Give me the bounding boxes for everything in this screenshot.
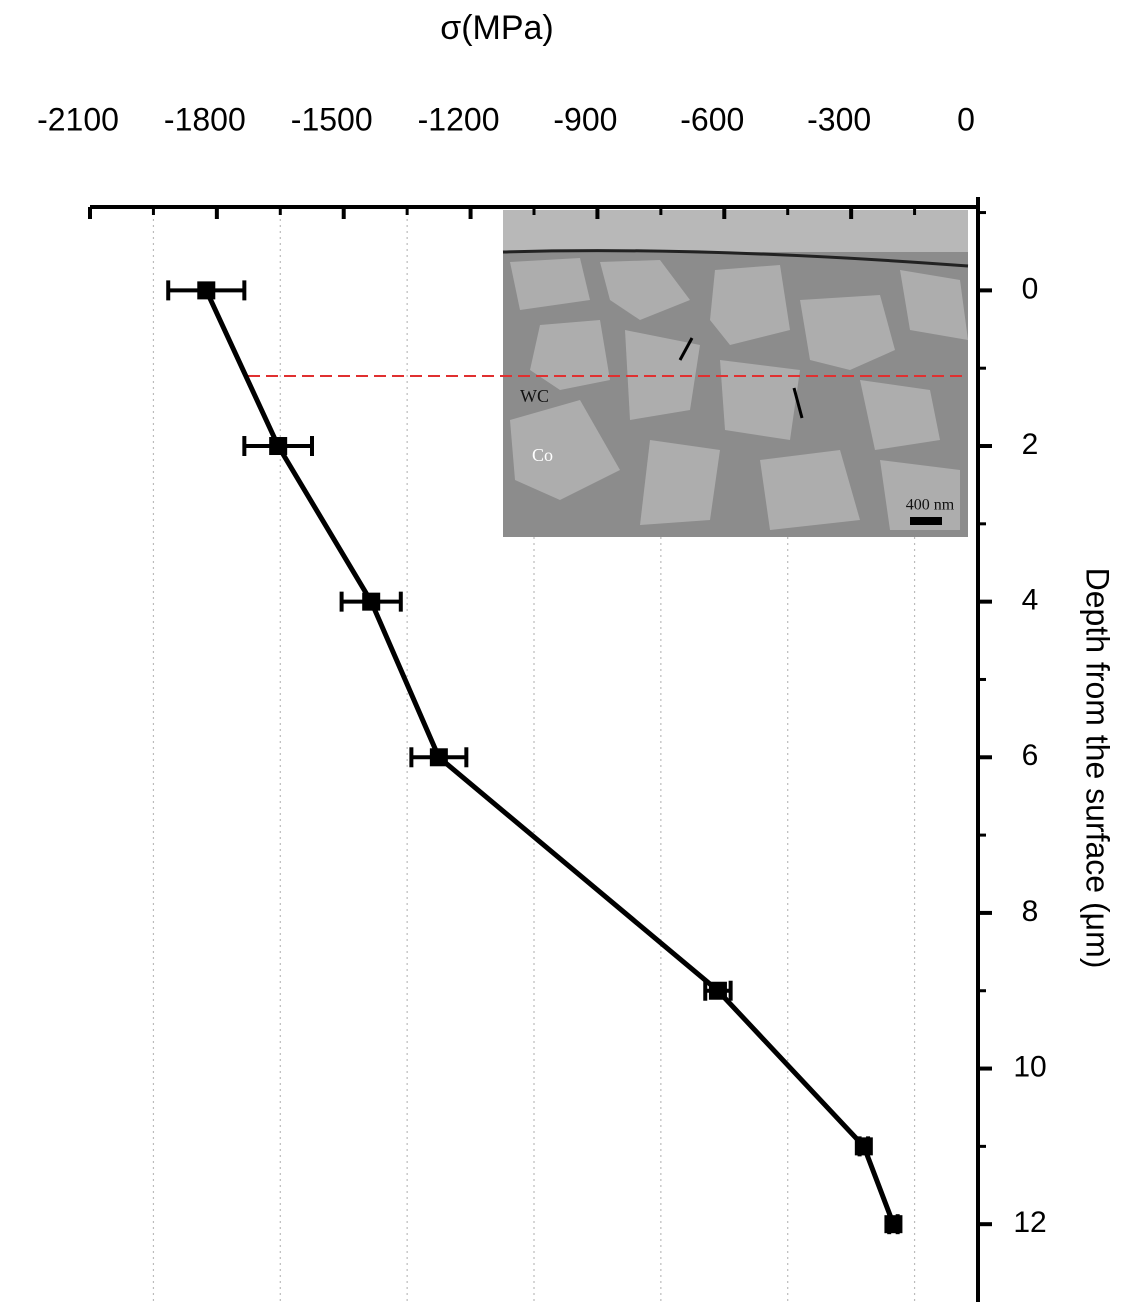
y-tick-label: 0	[957, 101, 975, 137]
marker	[884, 1215, 903, 1234]
inset-coating	[503, 210, 968, 252]
inset-grains	[510, 258, 968, 530]
inset-image: WC Co 400 nm	[502, 210, 969, 537]
y-tick-label: -300	[807, 101, 871, 137]
inset-label: Co	[532, 445, 553, 465]
inset-scale-bar	[910, 517, 942, 525]
inset-scale-label: 400 nm	[906, 497, 955, 514]
y-tick-label: -1800	[164, 101, 246, 137]
marker	[854, 1137, 873, 1156]
inset-label: WC	[520, 386, 549, 406]
x-tick-label: 8	[1022, 895, 1039, 928]
y-tick-label: -600	[680, 101, 744, 137]
y-tick-label: -1500	[291, 101, 373, 137]
x-tick-label: 12	[1013, 1206, 1046, 1239]
inset-surface	[502, 249, 969, 268]
marker	[429, 748, 448, 767]
y-tick-label: -1200	[418, 101, 500, 137]
marker	[269, 437, 288, 456]
axis-label: Depth from the surface (μm)	[1080, 568, 1116, 969]
y-tick-label: -2100	[37, 101, 119, 137]
inset-arrow	[678, 337, 694, 361]
x-tick-label: 4	[1022, 584, 1039, 617]
x-tick-label: 0	[1022, 272, 1039, 305]
y-tick-label: -900	[553, 101, 617, 137]
inset-arrow	[792, 387, 804, 419]
marker	[708, 981, 727, 1000]
marker	[197, 281, 216, 300]
marker	[362, 592, 381, 611]
x-tick-label: 6	[1022, 739, 1039, 772]
x-tick-label: 2	[1022, 428, 1039, 461]
chart-title: σ(MPa)	[440, 9, 554, 47]
x-tick-label: 10	[1013, 1050, 1046, 1083]
